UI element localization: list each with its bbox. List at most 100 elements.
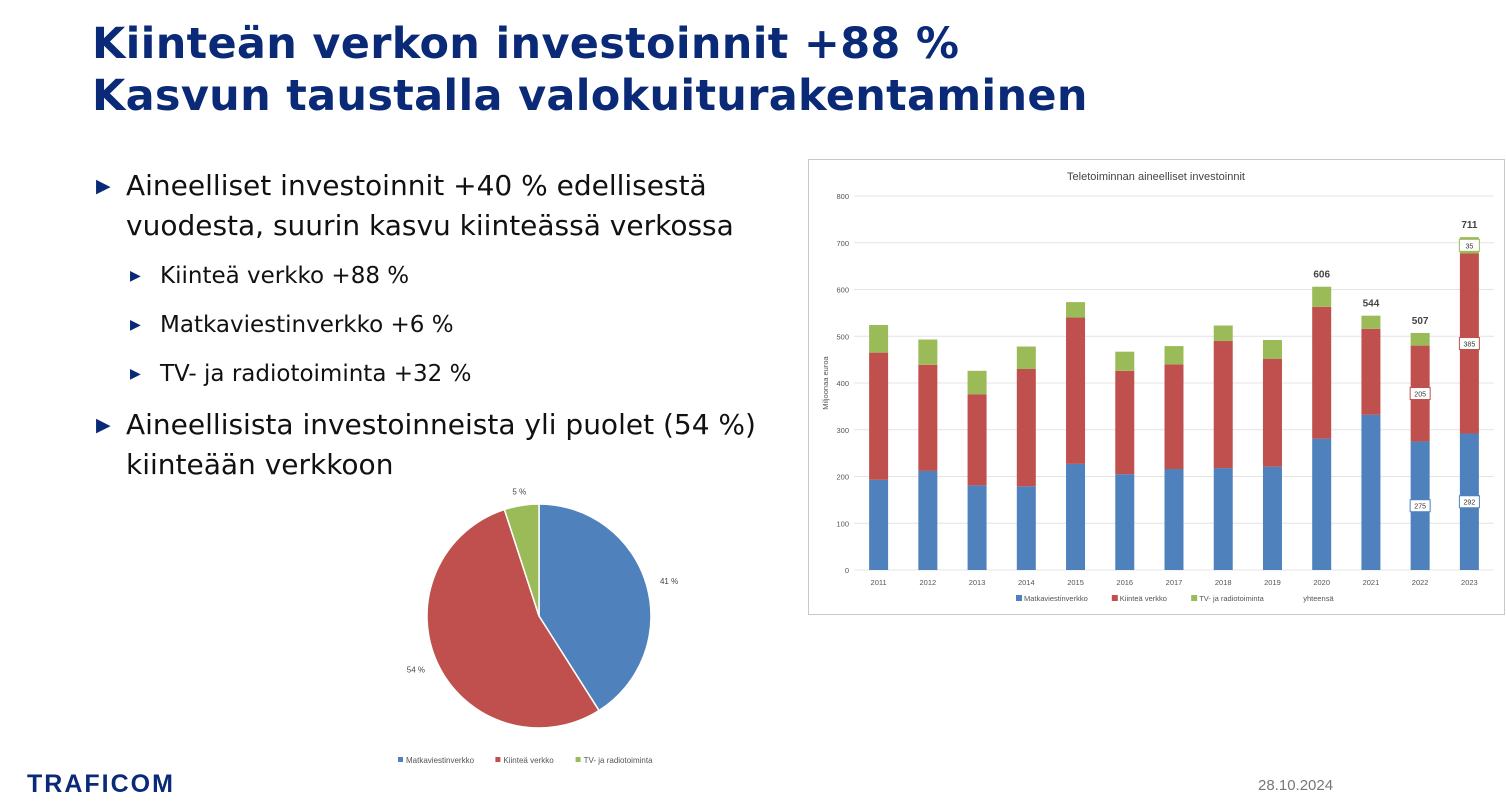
pie-value-label: 5 % [512, 488, 526, 497]
slide-date: 28.10.2024 [1258, 777, 1334, 794]
x-tick-label: 2019 [1264, 578, 1281, 587]
pie-chart-panel: 41 % 54 % 5 % Matkaviestinverkko Kiinteä ver… [388, 484, 698, 774]
bullet-list: Aineelliset investoinnit +40 % edellises… [96, 166, 796, 491]
legend-swatch [1191, 595, 1198, 601]
segment-label-box [1409, 387, 1431, 401]
x-tick-label: 2014 [1018, 578, 1035, 587]
bar-segment [1262, 466, 1282, 570]
legend-label: TV- ja radiotoiminta [1199, 594, 1264, 603]
bar-segment [1016, 368, 1036, 487]
x-tick-label: 2013 [969, 578, 986, 587]
bar-segment [1066, 302, 1086, 318]
y-tick-label: 400 [836, 379, 849, 388]
y-tick-label: 500 [836, 332, 849, 341]
y-tick-label: 700 [836, 239, 849, 248]
x-tick-label: 2017 [1166, 578, 1183, 587]
bullet-investments-growth: Aineelliset investoinnit +40 % edellises… [96, 166, 796, 246]
total-label: 606 [1313, 270, 1330, 281]
sub-bullet-fixed-network: Kiinteä verkko +88 % [130, 252, 796, 301]
legend-label: Matkaviestinverkko [406, 756, 475, 765]
bar-segment [1262, 358, 1282, 467]
total-label: 507 [1412, 316, 1429, 327]
bar-segment [1164, 346, 1184, 365]
legend-label: TV- ja radiotoiminta [584, 756, 653, 765]
segment-label: 275 [1414, 504, 1426, 511]
stacked-bar-chart: Teletoiminnan aineelliset investoinnit 0 1… [821, 171, 1494, 603]
legend-swatch [495, 757, 501, 762]
bar-segment [1213, 340, 1233, 469]
sub-bullet-tv-radio: TV- ja radiotoiminta +32 % [130, 350, 796, 399]
bar-segment [918, 339, 938, 365]
bar-segment [1361, 315, 1381, 329]
y-tick-label: 100 [836, 519, 849, 528]
pie-slice [503, 503, 540, 617]
legend-label: Kiinteä verkko [503, 756, 554, 765]
bar-segment [1115, 351, 1135, 371]
legend-label: Matkaviestinverkko [1024, 594, 1088, 603]
bar-segment [869, 352, 889, 480]
bar-segment [1262, 339, 1282, 359]
bar-segment [967, 370, 987, 395]
bar-chart-panel: Teletoiminnan aineelliset investoinnit 0 1… [808, 159, 1505, 615]
x-tick-label: 2022 [1412, 578, 1429, 587]
x-tick-label: 2012 [920, 578, 937, 587]
bar-segment [967, 394, 987, 486]
legend-swatch [398, 757, 403, 762]
y-tick-label: 300 [836, 426, 849, 435]
segment-label-box [1458, 238, 1480, 252]
segment-label-box [1409, 499, 1431, 513]
title-line-2: Kasvun taustalla valokuiturakentaminen [92, 71, 1088, 121]
y-tick-label: 800 [836, 192, 849, 201]
x-tick-label: 2015 [1067, 578, 1084, 587]
sub-bullet-mobile-network: Matkaviestinverkko +6 % [130, 301, 796, 350]
x-tick-label: 2020 [1313, 578, 1330, 587]
pie-value-label: 41 % [660, 577, 678, 586]
legend-swatch [1111, 595, 1118, 601]
x-tick-label: 2018 [1215, 578, 1232, 587]
x-tick-label: 2016 [1116, 578, 1133, 587]
segment-label: 385 [1464, 341, 1476, 348]
pie-chart: 41 % 54 % 5 % Matkaviestinverkko Kiinteä ver… [398, 488, 678, 765]
bar-segment [1361, 414, 1381, 570]
y-tick-label: 600 [836, 286, 849, 295]
y-axis-label: Miljoonaa euroa [821, 355, 830, 409]
legend-swatch [1016, 595, 1022, 601]
total-label: 711 [1461, 220, 1478, 231]
traficom-logo: TRAFICOM [27, 770, 175, 798]
bar-segment [918, 364, 938, 471]
bar-segment [869, 479, 889, 570]
bar-segment [918, 470, 938, 570]
bar-segment [967, 485, 987, 570]
legend-label: yhteensä [1303, 594, 1334, 603]
bar-segment [1164, 364, 1184, 470]
segment-label: 35 [1465, 243, 1473, 250]
bullet-fixed-share: Aineellisista investoinneista yli puolet… [96, 405, 796, 485]
bar-segment [1312, 306, 1332, 439]
segment-label-box [1458, 495, 1480, 509]
bar-segment [1164, 469, 1184, 570]
pie-slice [426, 508, 601, 729]
segment-label-box [1458, 336, 1480, 350]
bar-segment [1312, 286, 1332, 307]
bar-segment [1016, 346, 1036, 369]
bar-segment [1066, 317, 1086, 464]
segment-label: 205 [1414, 392, 1426, 399]
bar-segment [1410, 332, 1430, 346]
bar-chart-title: Teletoiminnan aineelliset investoinnit [1067, 171, 1245, 183]
total-label: 544 [1363, 299, 1380, 310]
legend-swatch [575, 757, 581, 762]
x-tick-label: 2023 [1461, 578, 1478, 587]
bar-segment [1066, 463, 1086, 570]
bar-segment [869, 325, 889, 353]
bar-segment [1115, 474, 1135, 570]
pie-value-label: 54 % [407, 666, 425, 675]
bar-segment [1213, 468, 1233, 570]
bar-segment [1213, 325, 1233, 341]
bar-segment [1016, 486, 1036, 570]
bar-segment [1361, 328, 1381, 415]
bar-segment [1115, 370, 1135, 475]
x-tick-label: 2011 [871, 578, 887, 587]
bar-segment [1312, 438, 1332, 570]
x-tick-label: 2021 [1363, 578, 1380, 587]
y-tick-label: 200 [836, 473, 849, 482]
